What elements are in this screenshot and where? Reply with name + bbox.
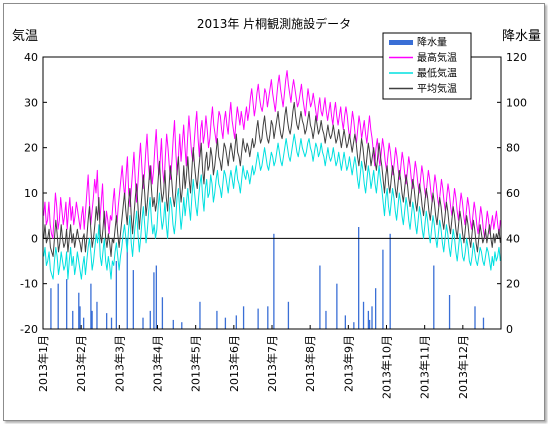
precipitation-bar [91, 310, 93, 329]
precipitation-bar [79, 306, 81, 329]
precipitation-bar [199, 301, 201, 329]
x-tick-label: 2013年10月 [380, 335, 394, 399]
x-tick-label: 2013年4月 [151, 335, 165, 392]
precipitation-bar [382, 249, 384, 329]
y-left-tick-label: 10 [24, 187, 38, 200]
precipitation-bar [368, 319, 371, 329]
precipitation-bar [287, 301, 290, 329]
precipitation-bar [375, 288, 377, 329]
precipitation-bar [482, 317, 485, 329]
precipitation-bar [78, 292, 80, 329]
temperature-lines [43, 70, 501, 280]
series-line-最低気温 [43, 133, 501, 280]
precipitation-bar [433, 265, 435, 329]
precipitation-bar [66, 279, 68, 329]
precipitation-bar [153, 272, 155, 329]
precipitation-bar [325, 310, 327, 329]
y-left-tick-label: 30 [24, 96, 38, 109]
y-left-tick-label: 40 [24, 51, 38, 64]
y-left-axis-title: 気温 [12, 28, 38, 44]
y-right-tick-label: 80 [506, 142, 520, 155]
x-tick-label: 2013年11月 [418, 335, 432, 399]
precipitation-bar [336, 283, 338, 329]
precipitation-bar [242, 306, 245, 329]
precipitation-bar [362, 301, 365, 329]
precipitation-bar [181, 322, 183, 329]
precipitation-bar [82, 317, 85, 329]
precipitation-bar [57, 283, 59, 329]
precipitation-bar [142, 317, 144, 329]
precipitation-bar [235, 315, 237, 329]
precipitation-bars [50, 227, 485, 329]
y-right-tick-label: 100 [506, 96, 527, 109]
y-right-tick-label: 20 [506, 278, 520, 291]
precipitation-bar [110, 317, 113, 329]
precipitation-bar [149, 310, 151, 329]
x-ticks: 2013年1月 2013年2月 2013年3月 2013年4月 2013年5月 2013年… [36, 325, 470, 399]
precipitation-bar [358, 227, 360, 329]
y-right-axis-title: 降水量 [502, 29, 541, 44]
chart-title: 2013年 片桐観測施設データ [197, 16, 351, 31]
x-tick-label: 2013年1月 [36, 335, 50, 392]
x-tick-label: 2013年6月 [227, 335, 241, 392]
x-tick-label: 2013年7月 [265, 335, 279, 392]
precipitation-bar [161, 297, 164, 329]
x-tick-label: 2013年9月 [341, 335, 355, 392]
precipitation-bar [353, 322, 355, 329]
precipitation-bar [132, 270, 134, 329]
y-right-tick-label: 120 [506, 51, 527, 64]
legend-swatch-bar [389, 40, 413, 45]
y-left-tick-label: 20 [24, 142, 38, 155]
precipitation-bar [155, 265, 157, 329]
y-left-ticks: 40 30 20 10 0 -10 -20 [20, 51, 47, 336]
precipitation-bar [50, 288, 52, 329]
y-right-ticks: 120 100 80 60 40 20 0 [497, 51, 527, 336]
precipitation-bar [96, 301, 98, 329]
precipitation-bar [115, 261, 117, 329]
y-right-tick-label: 0 [506, 323, 513, 336]
legend-entry-label: 降水量 [417, 36, 447, 49]
x-tick-label: 2013年8月 [303, 335, 317, 392]
legend-entry-label: 最低気温 [417, 67, 457, 80]
legend-entry-label: 最高気温 [417, 51, 457, 64]
y-left-tick-label: -20 [20, 323, 38, 336]
precipitation-bar [106, 313, 108, 329]
precipitation-bar [224, 317, 227, 329]
precipitation-bar [267, 306, 269, 329]
x-tick-label: 2013年12月 [456, 335, 470, 399]
x-tick-label: 2013年5月 [189, 335, 203, 392]
precipitation-bar [448, 295, 451, 329]
precipitation-bar [319, 265, 321, 329]
precipitation-bar [389, 233, 391, 329]
precipitation-bar [172, 319, 174, 329]
x-tick-label: 2013年2月 [74, 335, 88, 392]
x-tick-label: 2013年3月 [112, 335, 126, 392]
precipitation-bar [344, 315, 346, 329]
precipitation-bar [90, 283, 92, 329]
precipitation-bar [367, 310, 370, 329]
y-right-tick-label: 60 [506, 187, 520, 200]
y-left-tick-label: -10 [20, 278, 38, 291]
precipitation-bar [273, 233, 275, 329]
legend-entry-label: 平均気温 [417, 82, 457, 95]
precipitation-bar [72, 310, 74, 329]
precipitation-bar [474, 306, 476, 329]
precipitation-bar [371, 306, 373, 329]
precipitation-bar [126, 238, 128, 329]
y-right-tick-label: 40 [506, 232, 520, 245]
y-left-tick-label: 0 [31, 232, 38, 245]
series-line-平均気温 [43, 101, 501, 257]
series-line-最高気温 [43, 70, 501, 239]
precipitation-bar [216, 310, 218, 329]
precipitation-bar [257, 308, 259, 329]
